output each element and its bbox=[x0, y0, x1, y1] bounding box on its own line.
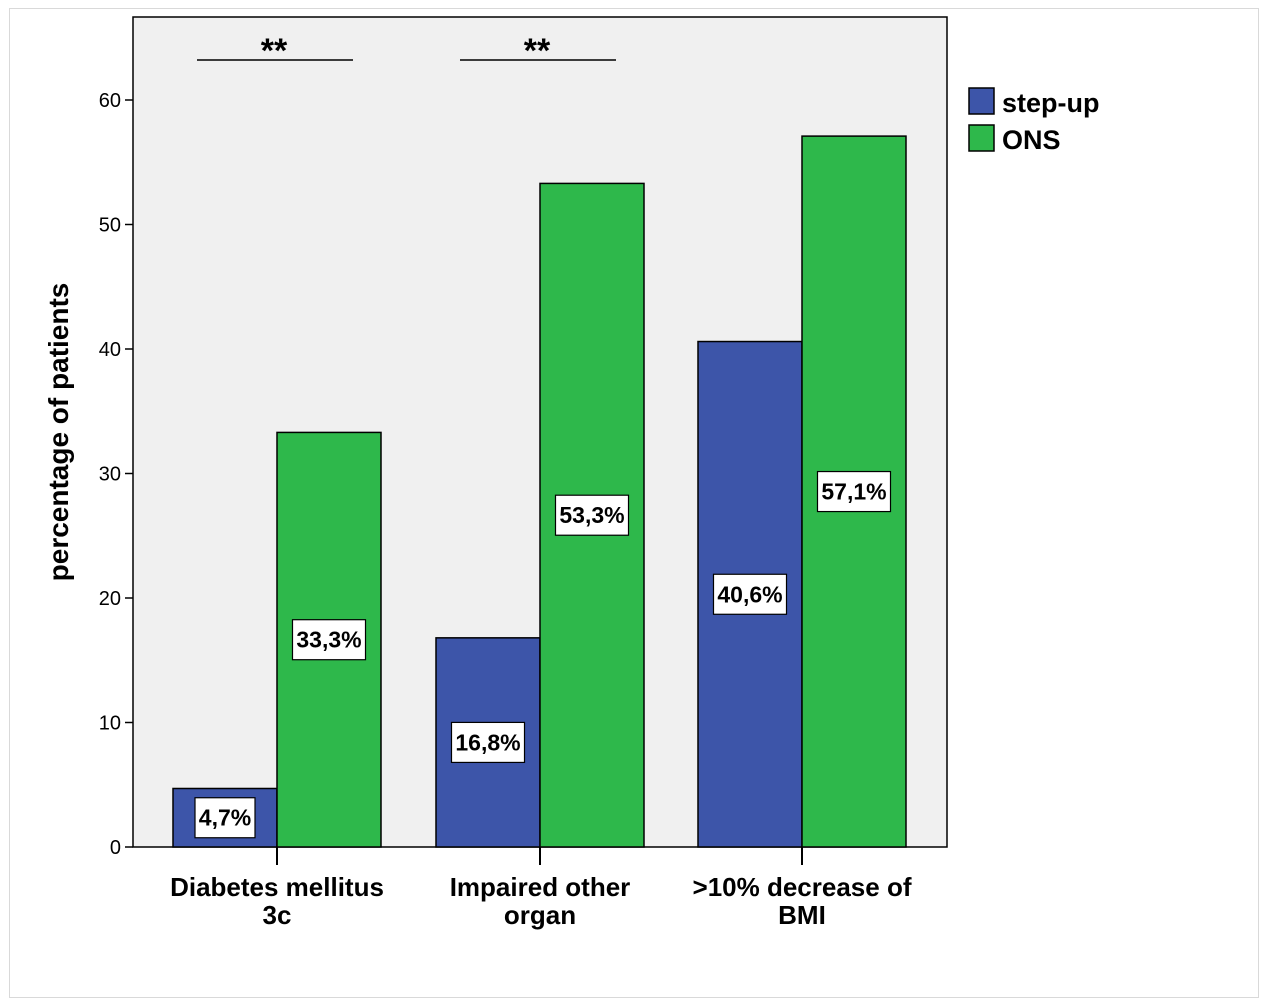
x-tick-label: >10% decrease of bbox=[693, 872, 912, 902]
data-label: 53,3% bbox=[559, 502, 624, 528]
y-tick-label: 40 bbox=[99, 339, 121, 361]
legend-label: ONS bbox=[1002, 125, 1061, 155]
legend-swatch-ONS bbox=[968, 124, 995, 152]
data-label: 16,8% bbox=[455, 729, 520, 755]
y-tick-label: 20 bbox=[99, 588, 121, 610]
y-tick-label: 30 bbox=[99, 464, 121, 486]
significance-label: ** bbox=[261, 32, 288, 70]
y-tick-label: 60 bbox=[99, 90, 121, 112]
significance-markers: ** ** bbox=[197, 32, 616, 70]
y-axis: 0 10 20 30 40 50 60 bbox=[99, 90, 133, 859]
data-label-box bbox=[712, 573, 788, 615]
data-label-box bbox=[554, 494, 630, 536]
x-tick-label: Impaired other bbox=[450, 872, 631, 902]
data-label: 4,7% bbox=[199, 805, 251, 831]
x-tick-label: 3c bbox=[263, 900, 292, 930]
y-tick-label: 10 bbox=[99, 713, 121, 735]
data-label-box bbox=[816, 470, 892, 513]
y-tick-label: 0 bbox=[110, 837, 121, 859]
x-tick-label: organ bbox=[504, 900, 576, 930]
legend-label: step-up bbox=[1002, 88, 1100, 118]
data-label: 57,1% bbox=[821, 479, 886, 505]
data-label: 40,6% bbox=[717, 581, 782, 607]
data-label-box bbox=[291, 619, 367, 661]
legend: step-up ONS bbox=[968, 87, 1100, 155]
data-label-box bbox=[450, 721, 526, 764]
x-tick-label: Diabetes mellitus bbox=[170, 872, 384, 902]
y-axis-title: percentage of patients bbox=[43, 283, 74, 582]
legend-swatch-step-up bbox=[968, 87, 995, 115]
x-tick-label: BMI bbox=[778, 900, 826, 930]
significance-label: ** bbox=[524, 32, 551, 70]
data-labels: 4,7% 33,3% 16,8% 53,3% 40,6% 57,1% bbox=[194, 470, 892, 839]
y-tick-label: 50 bbox=[99, 215, 121, 237]
data-label-box bbox=[194, 797, 256, 839]
data-label: 33,3% bbox=[296, 627, 361, 653]
